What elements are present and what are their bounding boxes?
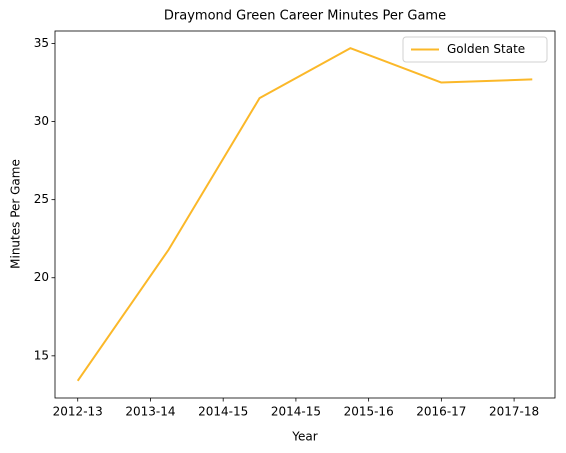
legend-box (402, 36, 548, 63)
x-tick-label: 2014-15 (198, 405, 248, 419)
y-tick-label: 35 (34, 36, 49, 50)
x-tick-label: 2012-13 (53, 405, 103, 419)
x-axis-label: Year (291, 430, 317, 444)
chart-title: Draymond Green Career Minutes Per Game (164, 9, 446, 24)
x-tick-label: 2013-14 (125, 405, 175, 419)
y-tick-label: 25 (34, 192, 49, 206)
x-tick-label: 2014-15 (271, 405, 321, 419)
legend-label: Golden State (447, 42, 525, 56)
x-tick-label: 2015-16 (344, 405, 394, 419)
y-tick-label: 15 (34, 348, 49, 362)
axes-frame (54, 30, 556, 399)
y-tick-label: 20 (34, 270, 49, 284)
y-tick-label: 30 (34, 114, 49, 128)
line (76, 47, 533, 382)
y-axis-label: Minutes Per Game (9, 159, 23, 269)
x-tick-label: 2017-18 (489, 405, 539, 419)
x-tick-label: 2016-17 (416, 405, 466, 419)
